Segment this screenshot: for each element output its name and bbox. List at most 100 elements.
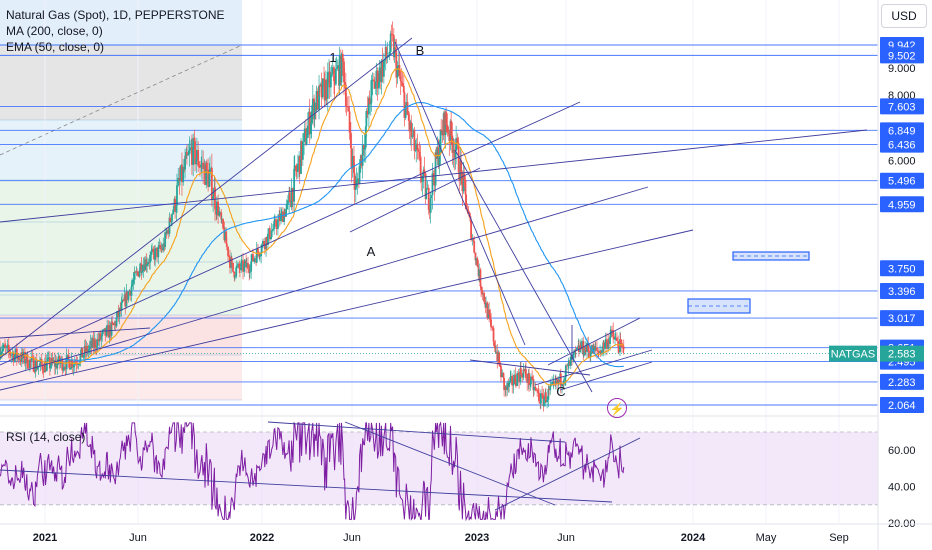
candle-body — [218, 212, 221, 216]
candle-body — [478, 269, 481, 277]
candle-body — [181, 164, 183, 183]
candle-body — [476, 258, 479, 267]
candle-body — [559, 373, 562, 387]
candle-body — [611, 329, 613, 331]
candle-body — [367, 97, 370, 115]
candle-body — [39, 359, 42, 364]
candle-body — [557, 379, 560, 384]
candle-body — [157, 246, 160, 258]
candle-body — [471, 239, 474, 241]
time-tick: 2024 — [681, 532, 706, 544]
candle-body — [273, 219, 276, 222]
candle-body — [602, 342, 605, 349]
price-level-label: 3.017 — [888, 313, 916, 325]
candle-body — [305, 128, 307, 145]
wave-label: A — [367, 244, 376, 259]
candle-body — [189, 148, 191, 151]
candle-body — [410, 122, 413, 137]
candle-body — [42, 369, 45, 373]
price-tick: 9.000 — [888, 63, 916, 75]
candle-body — [401, 83, 404, 86]
rsi-plot — [0, 421, 641, 522]
candle-body — [243, 263, 246, 272]
candle-body — [392, 35, 395, 58]
candle-body — [167, 230, 170, 234]
candle-body — [378, 67, 381, 83]
candle-body — [455, 138, 458, 151]
candle-body — [331, 67, 334, 74]
candle-body — [242, 260, 244, 272]
candle-body — [134, 272, 137, 273]
candle-body — [38, 363, 41, 366]
candle-body — [463, 173, 466, 180]
price-level-label: 6.849 — [888, 125, 916, 137]
ma-legend[interactable]: MA (200, close, 0) — [6, 24, 103, 38]
candle-body — [520, 368, 522, 375]
candle-body — [456, 138, 459, 144]
candle-body — [88, 345, 91, 350]
candle-body — [272, 228, 274, 231]
candle-body — [460, 160, 463, 173]
candle-body — [607, 341, 610, 344]
candle-body — [438, 153, 441, 166]
candle-body — [89, 341, 92, 346]
candle-body — [377, 82, 380, 89]
candle-body — [563, 380, 565, 385]
candle-body — [344, 84, 347, 107]
candle-body — [530, 376, 532, 385]
candle-body — [428, 209, 431, 213]
price-level-tag — [880, 136, 924, 153]
time-tick: Sep — [829, 532, 849, 544]
candle-body — [355, 180, 358, 187]
candle-body — [539, 393, 542, 404]
candle-body — [350, 147, 353, 169]
candle-body — [465, 194, 468, 209]
candle-body — [586, 342, 588, 352]
candle-body — [110, 321, 113, 336]
candle-body — [488, 309, 491, 315]
candle-body — [609, 336, 611, 344]
candle-body — [447, 132, 450, 134]
candle-body — [558, 379, 560, 382]
candle-body — [366, 110, 369, 115]
candle-body — [303, 128, 306, 134]
trendline — [0, 37, 413, 359]
candle-body — [568, 360, 570, 364]
candle-body — [391, 34, 394, 36]
rsi-legend[interactable]: RSI (14, close) — [6, 430, 86, 444]
candle-body — [617, 347, 620, 353]
candle-body — [100, 336, 103, 340]
symbol-title[interactable]: Natural Gas (Spot), 1D, PEPPERSTONE — [6, 8, 225, 22]
candle-body — [572, 354, 575, 358]
currency-selector[interactable]: USD — [881, 4, 927, 28]
candle-body — [333, 80, 336, 85]
candle-body — [348, 111, 351, 133]
lightning-icon[interactable]: ⚡ — [607, 398, 627, 418]
candle-body — [448, 133, 451, 142]
time-axis: 2021 Jun 2022 Jun 2023 Jun 2024 May Sep — [0, 523, 932, 544]
candle-body — [248, 271, 251, 273]
candle-body — [522, 369, 525, 378]
candle-body — [348, 106, 350, 112]
candle-body — [159, 244, 162, 249]
candle-body — [51, 357, 54, 363]
candle-body — [364, 126, 367, 148]
trendline — [0, 186, 649, 379]
candle-body — [220, 219, 223, 220]
price-level-tag — [880, 122, 924, 139]
candle-body — [451, 135, 454, 153]
candle-body — [494, 345, 497, 353]
candle-body — [14, 348, 17, 355]
candle-body — [305, 137, 308, 145]
candle-body — [257, 248, 259, 253]
candle-body — [596, 347, 598, 351]
candle-body — [253, 258, 256, 260]
candle-body — [512, 384, 515, 386]
candle-body — [310, 111, 313, 124]
ema-legend[interactable]: EMA (50, close, 0) — [6, 40, 105, 54]
candle-body — [354, 186, 357, 190]
candle-body — [255, 248, 258, 263]
candle-body — [597, 352, 600, 354]
candle-body — [441, 130, 444, 136]
